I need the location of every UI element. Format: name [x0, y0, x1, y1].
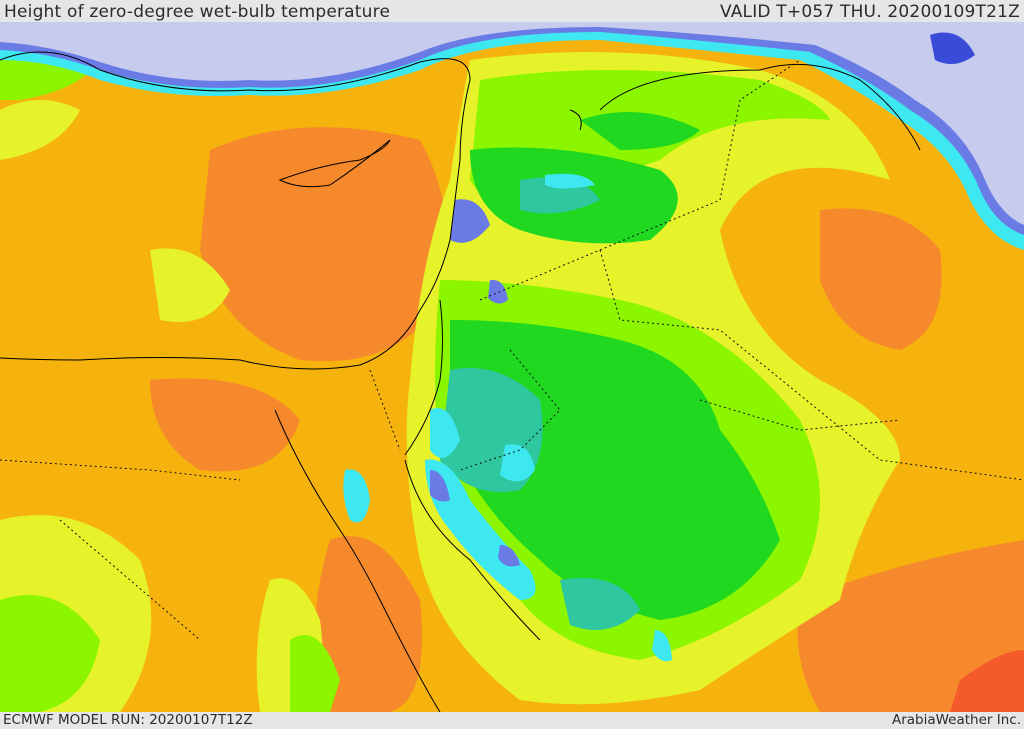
valid-time: VALID T+057 THU. 20200109T21Z — [719, 2, 1020, 22]
dark-orange-zones — [150, 127, 1024, 712]
credit-label: ArabiaWeather Inc. — [891, 712, 1021, 728]
header-bar: Height of zero-degree wet-bulb temperatu… — [0, 0, 1024, 22]
map-title: Height of zero-degree wet-bulb temperatu… — [4, 2, 391, 22]
cold-sea-area — [0, 22, 1024, 225]
coastlines — [0, 51, 921, 712]
model-run-label: ECMWF MODEL RUN: 20200107T12Z — [3, 712, 253, 728]
red-zone — [950, 650, 1024, 712]
north-cold-region — [0, 22, 1024, 250]
country-borders — [0, 59, 1024, 641]
footer-bar: ECMWF MODEL RUN: 20200107T12Z ArabiaWeat… — [0, 712, 1024, 729]
weather-map[interactable] — [0, 22, 1024, 712]
